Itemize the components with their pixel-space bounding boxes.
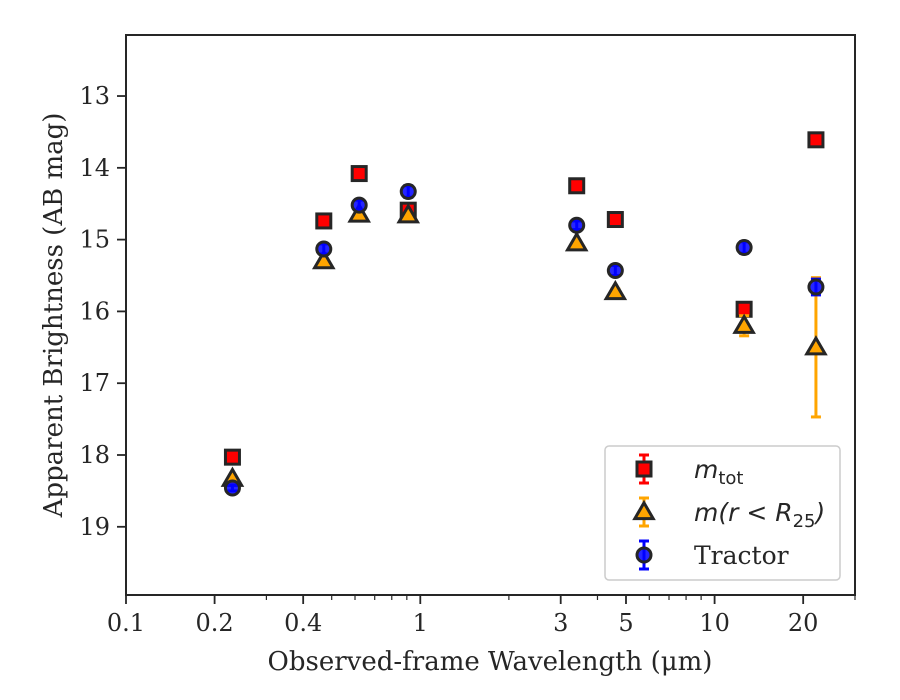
data-point-circle bbox=[735, 239, 753, 257]
data-point-triangle bbox=[603, 279, 628, 301]
data-point-triangle bbox=[311, 248, 336, 270]
legend-marker-square bbox=[635, 460, 653, 478]
y-tick-label: 18 bbox=[79, 441, 110, 469]
x-axis: 0.1 0.2 0.4 1 3 5 10 20 bbox=[107, 595, 856, 637]
x-tick-label: 1 bbox=[413, 609, 428, 637]
y-tick-label: 14 bbox=[79, 154, 110, 182]
x-tick-label: 0.4 bbox=[284, 609, 322, 637]
data-point-triangle bbox=[396, 203, 421, 224]
x-tick-label: 10 bbox=[699, 609, 730, 637]
data-point-circle bbox=[350, 196, 368, 214]
plot-frame bbox=[125, 34, 856, 596]
data-point-triangle bbox=[804, 335, 828, 356]
x-tick-label: 3 bbox=[553, 609, 568, 637]
y-axis-label: Apparent Brightness (AB mag) bbox=[39, 113, 69, 519]
data-marks bbox=[220, 131, 828, 497]
data-point-circle bbox=[315, 240, 333, 258]
data-point-square bbox=[606, 211, 624, 229]
y-tick-label: 17 bbox=[79, 369, 110, 397]
y-axis: 13 14 15 16 17 18 19 bbox=[79, 82, 126, 541]
data-point-circle bbox=[568, 216, 586, 234]
x-tick-label: 0.2 bbox=[196, 609, 234, 637]
data-point-triangle bbox=[564, 231, 589, 252]
legend-label: Tractor bbox=[694, 541, 789, 570]
data-point-circle bbox=[223, 479, 241, 497]
data-point-square bbox=[223, 448, 241, 466]
data-point-square bbox=[315, 212, 333, 230]
data-point-circle bbox=[399, 183, 417, 201]
data-point-square bbox=[350, 165, 368, 183]
data-point-square bbox=[807, 131, 825, 149]
legend-marker-triangle bbox=[632, 499, 656, 521]
data-point-square bbox=[568, 177, 586, 195]
legend-marker-circle bbox=[635, 546, 653, 564]
x-tick-label: 0.1 bbox=[107, 609, 145, 637]
x-tick-label: 20 bbox=[788, 609, 819, 637]
data-point-triangle bbox=[732, 313, 756, 334]
y-tick-label: 19 bbox=[79, 513, 110, 541]
series-square bbox=[223, 131, 825, 466]
data-point-circle bbox=[606, 261, 624, 279]
series-circle bbox=[223, 183, 825, 497]
x-axis-label: Observed-frame Wavelength (μm) bbox=[268, 647, 713, 677]
y-tick-label: 16 bbox=[79, 297, 110, 325]
y-tick-label: 15 bbox=[79, 226, 110, 254]
data-point-circle bbox=[807, 278, 825, 296]
y-tick-label: 13 bbox=[79, 82, 110, 110]
x-tick-label: 5 bbox=[618, 609, 633, 637]
legend-box bbox=[604, 445, 841, 581]
